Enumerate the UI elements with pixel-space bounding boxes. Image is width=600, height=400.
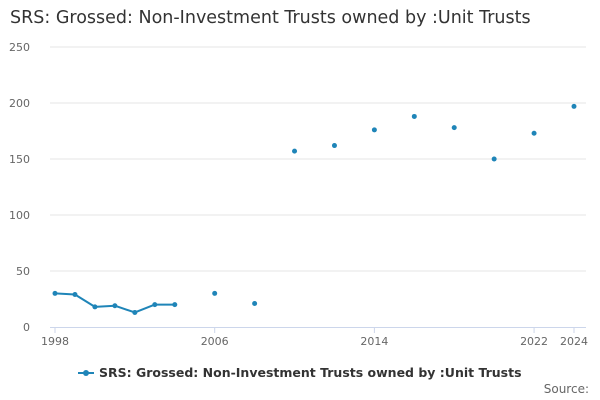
y-tick-label: 50	[16, 265, 30, 278]
legend[interactable]: SRS: Grossed: Non-Investment Trusts owne…	[78, 365, 522, 380]
data-point	[52, 290, 58, 296]
chart-title: SRS: Grossed: Non-Investment Trusts owne…	[10, 8, 531, 28]
data-point	[152, 302, 158, 308]
series-line-segment	[54, 292, 176, 314]
data-point	[292, 148, 298, 154]
data-point	[72, 292, 78, 298]
y-tick-label: 150	[9, 153, 30, 166]
data-point	[491, 156, 497, 162]
data-point	[112, 303, 118, 309]
x-axis: 1998 2006 2014 2022 2024	[41, 327, 588, 348]
data-point	[531, 130, 537, 136]
legend-symbol	[78, 367, 94, 379]
data-point	[331, 143, 337, 149]
y-tick-label: 200	[9, 97, 30, 110]
legend-marker	[83, 369, 89, 376]
data-point	[132, 309, 138, 315]
y-tick-label: 100	[9, 209, 30, 222]
series-line	[54, 292, 176, 314]
data-point	[571, 103, 577, 109]
series-markers	[52, 103, 577, 315]
gridlines	[50, 46, 586, 272]
x-tick-label: 2022	[520, 335, 548, 348]
x-tick-label: 1998	[41, 335, 69, 348]
data-point	[252, 300, 258, 306]
credits[interactable]: Source:	[543, 382, 589, 396]
x-tick-label: 2014	[360, 335, 388, 348]
x-tick-label: 2006	[201, 335, 229, 348]
y-axis-labels: 0 50 100 150 200 250	[9, 41, 30, 334]
x-tick-label: 2024	[560, 335, 588, 348]
y-tick-label: 250	[9, 41, 30, 54]
legend-label: SRS: Grossed: Non-Investment Trusts owne…	[99, 365, 522, 380]
y-tick-label: 0	[23, 321, 30, 334]
data-point	[451, 125, 457, 131]
data-point	[172, 302, 178, 308]
data-point	[371, 127, 377, 133]
data-point	[92, 304, 98, 310]
data-point	[212, 290, 218, 296]
data-point	[411, 113, 417, 119]
